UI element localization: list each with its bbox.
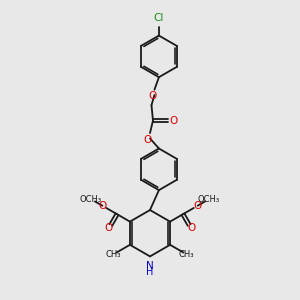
Text: O: O — [187, 224, 195, 233]
Text: O: O — [193, 201, 201, 211]
Text: O: O — [169, 116, 178, 126]
Text: O: O — [105, 224, 113, 233]
Text: O: O — [149, 91, 157, 101]
Text: O: O — [99, 201, 107, 211]
Text: H: H — [146, 267, 154, 277]
Text: N: N — [146, 262, 154, 272]
Text: Cl: Cl — [154, 13, 164, 23]
Text: CH₃: CH₃ — [179, 250, 194, 259]
Text: O: O — [143, 134, 152, 145]
Text: OCH₃: OCH₃ — [198, 195, 220, 204]
Text: CH₃: CH₃ — [106, 250, 121, 259]
Text: OCH₃: OCH₃ — [80, 195, 102, 204]
